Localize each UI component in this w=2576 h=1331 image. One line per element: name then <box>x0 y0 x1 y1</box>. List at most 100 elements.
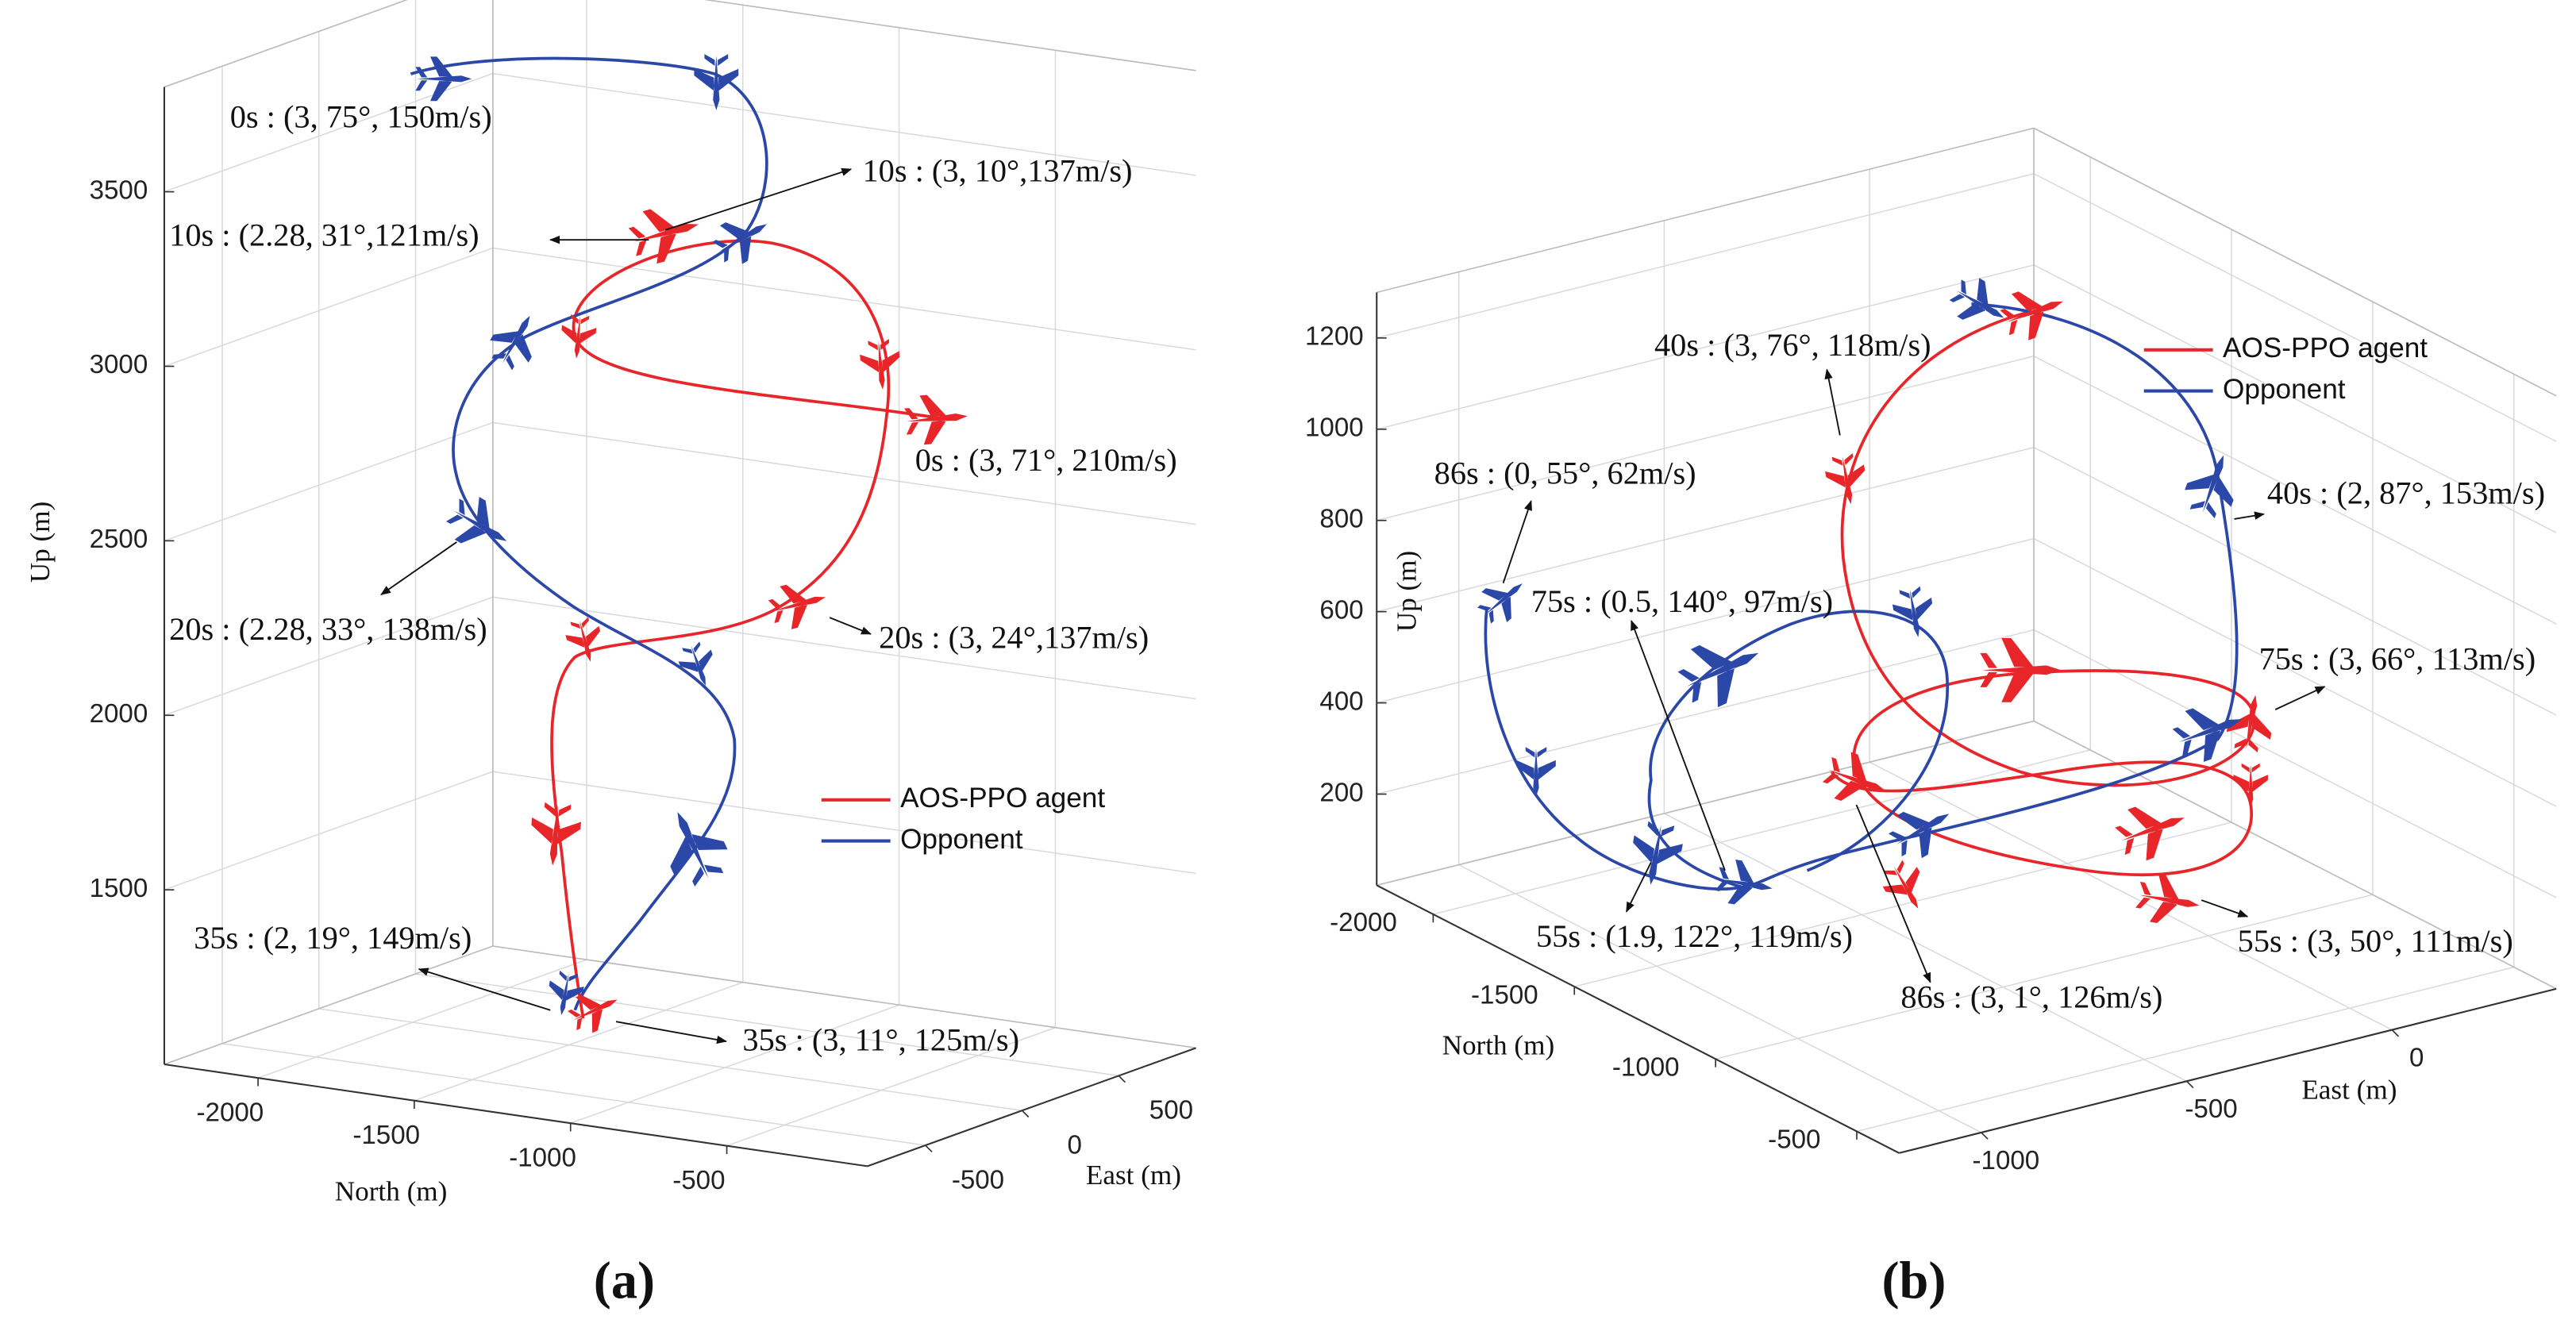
grid-line <box>1377 446 2035 613</box>
scene: -2000-1500-1000-500 -50005001500200025003… <box>25 0 2557 1310</box>
x-axis-line <box>1376 884 1900 1154</box>
aircraft-icon <box>625 198 706 269</box>
y-tick-label: -500 <box>952 1165 1004 1194</box>
y-tick-label: -500 <box>2185 1094 2237 1124</box>
annotation: 40s : (2, 87°, 153m/s) <box>2267 475 2545 510</box>
grid-line <box>164 596 494 716</box>
aircraft-icon <box>2233 763 2268 807</box>
grid-line <box>1664 813 2187 1082</box>
axis-label: North (m) <box>335 1176 448 1207</box>
arrow <box>664 167 853 231</box>
grid-line <box>318 1008 1022 1111</box>
axis-label: Up (m) <box>1392 551 1423 633</box>
grid-line <box>164 421 494 542</box>
aircraft-icon <box>1944 270 2016 337</box>
x-tick-label: -2000 <box>197 1098 264 1127</box>
axis-label: Up (m) <box>25 502 56 583</box>
grid-line <box>1574 821 2232 987</box>
annotation: 0s : (3, 75°, 150m/s) <box>230 98 492 134</box>
grid-line <box>1377 537 2035 704</box>
grid-line <box>570 1004 899 1124</box>
grid-line <box>1856 966 2514 1133</box>
x-tick-label: -1000 <box>1612 1052 1680 1082</box>
y-axis-line <box>867 1047 1196 1168</box>
arrow <box>1824 368 1841 436</box>
grid-line <box>2033 264 2557 533</box>
y-tick-label: -1000 <box>1973 1146 2040 1175</box>
aircraft-icon <box>528 801 583 868</box>
x-tick-label: -2000 <box>1330 908 1397 937</box>
agent-aircraft <box>1818 278 2278 930</box>
grid-line <box>492 771 1196 875</box>
aircraft-icon <box>858 337 903 391</box>
aircraft-icon <box>1980 638 2062 702</box>
y-tick-label: 500 <box>1149 1096 1193 1125</box>
grid-b <box>1376 127 2557 1154</box>
arrow <box>1625 862 1652 913</box>
z-tick-label: 600 <box>1319 595 1363 625</box>
axis-label: East (m) <box>2301 1074 2397 1105</box>
arrow <box>615 1021 728 1044</box>
opponent-trajectory <box>1484 302 2239 891</box>
annotation: 20s : (2.28, 33°, 138m/s) <box>169 611 487 647</box>
grid-line <box>492 247 1196 351</box>
x-tick-label: -1000 <box>509 1143 576 1172</box>
x-tick-label: -1500 <box>1471 980 1538 1010</box>
grid-line <box>2033 173 2557 442</box>
aircraft-icon <box>765 575 832 633</box>
aircraft-icon <box>2133 870 2204 930</box>
tick-mark <box>1118 1075 1126 1083</box>
axis-label: North (m) <box>1442 1029 1555 1060</box>
x-tick-label: -500 <box>1768 1125 1820 1155</box>
y-tick-label: 0 <box>2409 1044 2424 1073</box>
grid-line <box>492 421 1196 525</box>
agent-trajectory <box>1831 310 2256 877</box>
aircraft-icon <box>674 638 722 692</box>
z-tick-label: 2500 <box>90 525 148 554</box>
annotation: 75s : (0.5, 140°, 97m/s) <box>1531 583 1833 619</box>
grid-line <box>726 1026 1056 1147</box>
arrow <box>2234 511 2266 520</box>
grid-line <box>164 247 494 367</box>
z-tick-label: 800 <box>1319 504 1363 533</box>
arrow <box>1855 804 1931 983</box>
grid-line <box>2033 447 2557 716</box>
arrow <box>418 967 551 1011</box>
tick-mark <box>1021 1110 1030 1118</box>
x-axis-line <box>164 1064 868 1168</box>
box-edge <box>164 0 409 88</box>
annotation: 55s : (3, 50°, 111m/s) <box>2238 923 2513 959</box>
z-tick-label: 3000 <box>90 350 148 379</box>
aircraft-icon <box>1890 584 1938 641</box>
box-edge <box>2033 720 2557 990</box>
opponent-aircraft <box>415 54 779 1018</box>
aircraft-icon <box>903 391 970 447</box>
box-edge <box>164 945 494 1065</box>
aircraft-icon <box>1823 452 1871 508</box>
z-tick-label: 1000 <box>1305 414 1364 443</box>
tick-mark <box>1981 1132 1989 1140</box>
grid-line <box>164 771 494 891</box>
aircraft-icon <box>650 799 737 893</box>
labels: -2000-1500-1000-500 -50005001500200025003… <box>25 98 2545 1310</box>
grid-line <box>2033 537 2557 807</box>
grid-line <box>1377 629 2035 795</box>
grid-line <box>1377 356 2035 521</box>
x-tick-label: -500 <box>672 1166 725 1195</box>
axis-label: East (m) <box>1086 1160 1181 1191</box>
annotation-arrows <box>380 167 2326 1044</box>
annotation: 35s : (3, 11°, 125m/s) <box>742 1021 1019 1057</box>
annotation: 86s : (0, 55°, 62m/s) <box>1434 455 1696 490</box>
opponent-trajectory <box>410 56 768 1011</box>
panel-label: (a) <box>594 1252 655 1310</box>
box-edge <box>1377 127 2035 294</box>
annotation: 35s : (2, 19°, 149m/s) <box>194 920 472 956</box>
grid-line <box>415 973 1119 1077</box>
y-tick-label: 0 <box>1067 1131 1081 1160</box>
arrow <box>1502 499 1532 583</box>
grid-line <box>1458 864 1982 1133</box>
grid-line <box>1377 264 2035 430</box>
box-edge <box>492 945 1196 1049</box>
y-axis-line <box>1899 987 2557 1154</box>
